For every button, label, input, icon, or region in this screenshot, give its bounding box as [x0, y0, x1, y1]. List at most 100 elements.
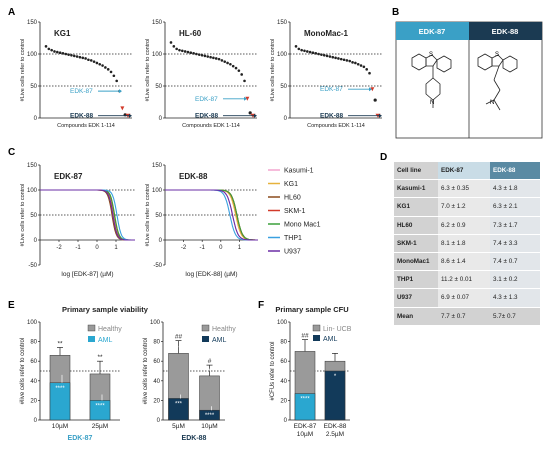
table-row: THP1 11.2 ± 0.01 3.1 ± 0.2: [394, 270, 540, 290]
a-x-label: Compounds EDK 1-114: [182, 123, 240, 129]
table-cell: 7.7 ± 0.7: [438, 307, 490, 326]
a-compound-point: [206, 55, 210, 58]
a-compound-point: [317, 52, 320, 56]
a-y-label: #Live cells refer to control: [20, 39, 26, 102]
c-y-tick-label: 0: [34, 238, 38, 244]
f-legend-aml-label: AML: [323, 336, 338, 343]
a-y-tick-label: 100: [277, 52, 288, 58]
table-cell: Mean: [394, 307, 438, 326]
a-compound-point: [229, 62, 232, 66]
a-compound-point: [339, 57, 343, 61]
table-cell: 8.1 ± 1.8: [438, 234, 490, 253]
a-compound-point: [303, 49, 306, 53]
a-compound-point: [64, 52, 68, 56]
c-x-tick-label: 1: [238, 245, 242, 251]
c-y-tick-label: 100: [152, 188, 163, 194]
a-y-tick-label: 100: [152, 52, 163, 58]
a-compound-point: [243, 79, 246, 83]
a-x-label: Compounds EDK 1-114: [307, 123, 365, 129]
e-healthy-significance: ##: [175, 334, 183, 341]
a-y-tick-label: 50: [280, 84, 287, 90]
c-legend-label: U937: [284, 249, 301, 256]
a-compound-point: [223, 60, 227, 63]
table-cell: Kasumi-1: [394, 179, 438, 199]
a-edk87-arrowhead: [369, 87, 372, 92]
a-compound-point: [240, 73, 243, 76]
a-chart-title: MonoMac-1: [304, 29, 349, 38]
a-compound-point: [209, 55, 212, 59]
a-compound-point: [192, 52, 195, 55]
a-y-tick-label: 150: [152, 20, 163, 26]
c-x-label: log [EDK-88] (µM): [185, 271, 237, 278]
c-series-curve: [40, 189, 135, 241]
a-compound-point: [351, 61, 354, 64]
table-cell: 6.2 ± 0.9: [438, 216, 490, 235]
table-cell: 7.4 ± 3.3: [490, 234, 540, 253]
a-compound-point: [368, 71, 371, 75]
e-y-tick-label: 20: [153, 398, 160, 404]
e-category-label: 10µM: [52, 423, 68, 430]
edk88-molecule: [477, 53, 518, 111]
a-compound-point: [212, 56, 215, 60]
a-compound-point: [297, 47, 301, 51]
a-y-tick-label: 150: [277, 20, 288, 26]
f-y-tick-label: 80: [280, 340, 287, 346]
a-compound-point: [101, 64, 104, 67]
f-category-label: EDK-88: [324, 423, 347, 430]
table-row: Mean 7.7 ± 0.7 5.7± 0.7: [394, 307, 540, 326]
a-compound-point: [181, 49, 184, 53]
c-x-label: log [EDK-87] (µM): [61, 271, 113, 278]
table-cell: 6.3 ± 0.35: [438, 179, 490, 199]
a-edk87-point: [370, 87, 375, 92]
f-aml-significance: *: [334, 374, 337, 380]
e-y-tick-label: 80: [153, 340, 160, 346]
c-x-tick-label: -2: [181, 245, 187, 251]
a-compound-point: [104, 66, 107, 69]
a-compound-point: [337, 57, 340, 60]
table-row: Kasumi-1 6.3 ± 0.35 4.3 ± 1.8: [394, 179, 540, 199]
c-y-tick-label: -50: [28, 263, 37, 269]
table-row: U937 6.9 ± 0.07 4.3 ± 1.3: [394, 288, 540, 308]
panel-letter-d: D: [380, 152, 387, 163]
table-cell: SKM-1: [394, 234, 438, 253]
e-legend-healthy-swatch: [201, 324, 210, 332]
table-cell: 3.1 ± 0.2: [490, 270, 540, 290]
a-compound-point: [365, 68, 368, 71]
a-compound-point: [214, 57, 218, 60]
a-compound-point: [294, 45, 298, 48]
table-header-row: Cell line EDK-87 EDK-88: [394, 162, 540, 181]
table-row: HL60 6.2 ± 0.9 7.3 ± 1.7: [394, 216, 540, 235]
a-compound-point: [112, 74, 116, 78]
table-cell: U937: [394, 288, 438, 308]
table-cell: KG1: [394, 197, 438, 217]
e-aml-bar: [199, 409, 220, 421]
a-y-tick-label: 0: [284, 116, 288, 122]
edk87-nitrogen-atom: N: [430, 100, 434, 106]
a-compound-point: [331, 55, 335, 59]
panel-b-structures: EDK-87 EDK-88 S N S N: [395, 21, 543, 139]
a-compound-point: [58, 51, 62, 55]
a-compound-point: [354, 61, 357, 65]
e-aml-significance: ****: [55, 386, 65, 392]
e-legend-healthy-swatch: [87, 324, 96, 332]
table-cell: 11.2 ± 0.01: [438, 270, 490, 290]
a-compound-point: [186, 50, 190, 54]
a-compound-point: [308, 50, 312, 54]
a-compound-point: [89, 59, 93, 62]
a-compound-point: [98, 62, 102, 66]
table-row: KG1 7.0 ± 1.2 6.3 ± 2.1: [394, 197, 540, 217]
a-y-label: #Live cells refer to control: [270, 39, 276, 102]
a-chart-title: KG1: [54, 29, 71, 38]
a-compound-point: [87, 58, 90, 62]
e-legend-aml-label: AML: [212, 337, 227, 344]
table-cell: 8.6 ± 1.4: [438, 252, 490, 272]
a-compound-point: [44, 45, 48, 48]
a-compound-point: [348, 59, 352, 63]
a-compound-point: [47, 47, 51, 51]
table-cell: EDK-87: [438, 162, 490, 181]
a-compound-point: [342, 58, 346, 62]
f-healthy-significance: ##: [301, 333, 309, 340]
c-y-tick-label: 150: [152, 163, 163, 169]
f-title: Primary sample CFU: [275, 305, 348, 314]
c-y-tick-label: -50: [153, 263, 162, 269]
